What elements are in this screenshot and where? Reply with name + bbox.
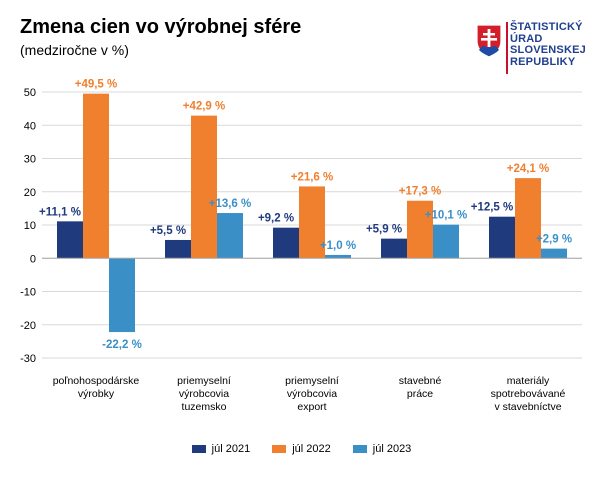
bar [273, 227, 299, 259]
data-label: +21,6 % [291, 171, 334, 183]
x-category-label: poľnohospodárske výrobky [53, 375, 140, 400]
y-tick-label: 0 [30, 253, 36, 265]
legend-swatch [272, 445, 287, 453]
legend-item: júl 2023 [352, 443, 412, 455]
legend-item: júl 2021 [191, 443, 251, 455]
y-tick-label: 20 [24, 187, 36, 199]
bar [299, 186, 325, 259]
bars [57, 93, 567, 333]
bar [407, 200, 433, 259]
logo-line: REPUBLIKY [510, 55, 576, 68]
data-label: +11,1 % [39, 206, 81, 218]
data-label: +10,1 % [425, 210, 468, 222]
x-category-line: poľnohospodárske [53, 375, 140, 387]
chart-legend: júl 2021 júl 2022 júl 2023 [0, 443, 603, 455]
bar [165, 239, 191, 259]
bar [217, 213, 243, 259]
y-tick-label: -10 [20, 287, 36, 299]
data-label: +24,1 % [507, 163, 550, 175]
bar [83, 93, 109, 259]
logo-divider [506, 22, 508, 74]
x-category-label: priemyselní výrobcovia export [285, 375, 339, 413]
x-category-line: export [297, 401, 326, 413]
y-tick-label: 30 [24, 154, 36, 166]
x-category-line: stavebné [399, 375, 442, 387]
data-label: +1,0 % [320, 240, 356, 252]
y-tick-label: 50 [24, 87, 36, 99]
x-category-line: tuzemsko [182, 401, 227, 413]
bar [325, 254, 351, 259]
bar [381, 238, 407, 259]
bar [541, 248, 567, 259]
logo-line: ÚRAD [510, 32, 543, 45]
bar [57, 221, 83, 259]
data-label: +5,9 % [366, 224, 402, 236]
bar [433, 224, 459, 259]
logo-text: ŠTATISTICKÝ ÚRAD SLOVENSKEJ REPUBLIKY [510, 21, 586, 68]
x-category-line: výrobcovia [179, 388, 229, 400]
y-tick-label: 40 [24, 120, 36, 132]
x-category-line: priemyselní [177, 375, 231, 387]
legend-item: júl 2022 [272, 443, 331, 455]
x-category-label: stavebné práce [399, 375, 442, 400]
x-category-line: v stavebníctve [494, 401, 561, 413]
x-category-label: priemyselní výrobcovia tuzemsko [177, 375, 231, 413]
data-labels: +11,1 % +49,5 % -22,2 % +5,5 % +42,9 % +13,6 … [39, 79, 572, 351]
chart-title: Zmena cien vo výrobnej sfére [20, 16, 302, 38]
data-label: +42,9 % [183, 101, 226, 113]
x-category-line: priemyselní [285, 375, 339, 387]
bar [515, 178, 541, 259]
statistics-office-logo: ŠTATISTICKÝ ÚRAD SLOVENSKEJ REPUBLIKY [472, 21, 592, 78]
logo-line: SLOVENSKEJ [510, 44, 586, 56]
x-category-line: výrobcovia [287, 388, 337, 400]
chart-subtitle: (medziročne v %) [20, 42, 129, 58]
x-category-line: výrobky [78, 388, 115, 400]
bar [489, 216, 515, 259]
data-label: +12,5 % [471, 202, 514, 214]
legend-swatch [191, 445, 206, 453]
data-label: +49,5 % [75, 79, 118, 91]
legend-swatch [352, 445, 367, 453]
bar [191, 115, 217, 259]
legend-label: júl 2023 [372, 443, 412, 455]
legend-label: júl 2021 [211, 443, 251, 455]
x-category-line: práce [407, 388, 433, 400]
logo-line: ŠTATISTICKÝ [510, 21, 583, 33]
data-label: +9,2 % [258, 213, 294, 225]
x-category-line: spotrebovávané [491, 388, 566, 400]
x-category-line: materiály [507, 375, 550, 387]
y-tick-label: -20 [20, 320, 36, 332]
bar [109, 258, 135, 333]
data-label: +5,5 % [150, 225, 186, 237]
data-label: +2,9 % [536, 234, 572, 246]
data-label: +17,3 % [399, 186, 442, 198]
slovak-coat-of-arms-icon [476, 24, 502, 58]
legend-label: júl 2022 [292, 443, 331, 455]
y-tick-label: 10 [24, 220, 36, 232]
data-label: +13,6 % [209, 198, 252, 210]
y-tick-label: -30 [20, 353, 36, 365]
x-category-label: materiály spotrebovávané v stavebníctve [491, 375, 566, 413]
data-label: -22,2 % [102, 339, 142, 351]
